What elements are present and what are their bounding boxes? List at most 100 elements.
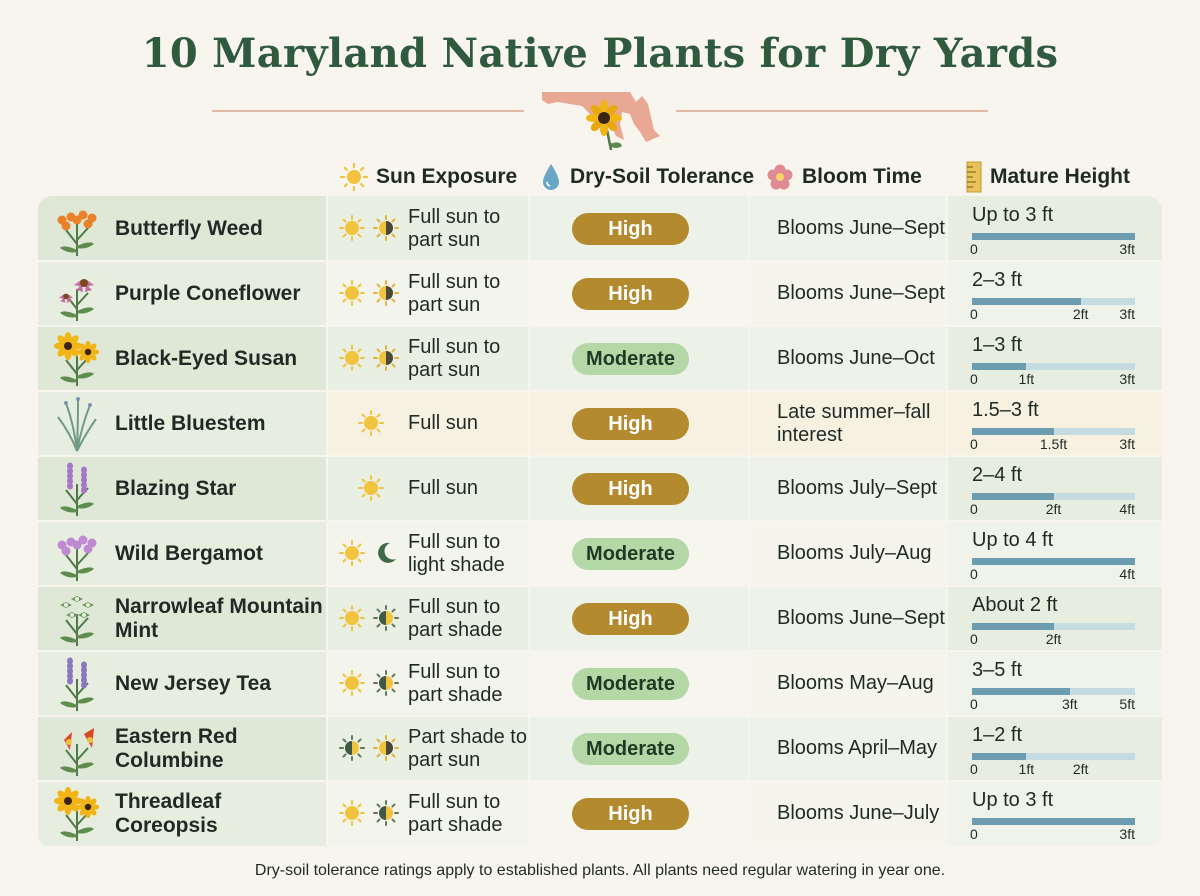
height-tick-label: 0: [970, 306, 978, 322]
dry-soil-cell: Moderate: [530, 651, 750, 716]
plant-name-cell: Black-Eyed Susan: [38, 326, 328, 391]
height-bar-track: [972, 623, 1135, 630]
full-sun-icon: [339, 605, 365, 631]
table-row: Threadleaf Coreopsis Full sun to part sh…: [38, 781, 1162, 846]
header-mature-height: Mature Height: [966, 160, 1130, 194]
plant-name: Wild Bergamot: [115, 541, 263, 565]
height-bar-fill: [972, 233, 1135, 240]
sun-exposure-icons: [338, 734, 404, 764]
height-tick-label: 1ft: [1018, 761, 1035, 777]
full-sun-icon: [339, 345, 365, 371]
dry-soil-cell: High: [530, 456, 750, 521]
plant-name-cell: Eastern Red Columbine: [38, 716, 328, 781]
sun-exposure-icons: [338, 604, 404, 634]
part-shade-icon: [373, 605, 399, 631]
bloom-time-text: Blooms April–May: [777, 737, 938, 759]
table-row: Wild Bergamot Full sun to light shade Mo…: [38, 521, 1162, 586]
sun-exposure-icons: [338, 214, 404, 244]
height-tick-label: 0: [970, 371, 978, 387]
height-tick-label: 3ft: [1119, 371, 1135, 387]
sun-exposure-text: Part shade to part sun: [408, 725, 527, 771]
part-sun-icon: [373, 280, 399, 306]
part-shade-icon: [373, 800, 399, 826]
height-tick-label: 3ft: [1119, 241, 1135, 257]
dry-tolerance-badge: High: [572, 408, 689, 440]
bloom-time-cell: Blooms June–Oct: [750, 326, 948, 391]
mature-height-cell: 1–2 ft 0 1ft 2ft: [948, 716, 1162, 781]
height-tick-label: 4ft: [1119, 566, 1135, 582]
table-row: New Jersey Tea Full sun to part shade Mo…: [38, 651, 1162, 716]
height-bar-track: [972, 233, 1135, 240]
dry-soil-cell: Moderate: [530, 326, 750, 391]
dry-tolerance-badge: High: [572, 278, 689, 310]
row-divider: [38, 585, 1162, 587]
sun-exposure-cell: Full sun: [328, 391, 530, 456]
header-sun-label: Sun Exposure: [376, 165, 518, 188]
plant-name: New Jersey Tea: [115, 671, 272, 695]
bloom-time-text: Blooms June–Oct: [777, 347, 935, 369]
mature-height-cell: 1.5–3 ft 0 1.5ft 3ft: [948, 391, 1162, 456]
height-bar-track: [972, 298, 1135, 305]
height-bar-fill: [972, 298, 1081, 305]
header-sun-exposure: Sun Exposure: [340, 160, 517, 194]
height-tick-label: 5ft: [1119, 696, 1135, 712]
table-row: Eastern Red Columbine Part shade to part…: [38, 716, 1162, 781]
height-tick-label: 0: [970, 631, 978, 647]
sun-exposure-cell: Full sun to part sun: [328, 326, 530, 391]
row-divider: [38, 390, 1162, 392]
water-drop-icon: [543, 164, 559, 190]
height-bar-track: [972, 363, 1135, 370]
height-tick-label: 0: [970, 566, 978, 582]
height-tick-label: 2ft: [1072, 761, 1089, 777]
height-bar-track: [972, 493, 1135, 500]
height-tick-label: 4ft: [1119, 501, 1135, 517]
height-tick-label: 3ft: [1119, 306, 1135, 322]
row-divider: [38, 520, 1162, 522]
row-divider: [38, 260, 1162, 262]
height-bar-fill: [972, 493, 1054, 500]
height-bar-track: [972, 753, 1135, 760]
height-tick-label: 0: [970, 436, 978, 452]
bloom-time-text: Blooms June–July: [777, 802, 940, 824]
table-row: Narrowleaf Mountain Mint Full sun to par…: [38, 586, 1162, 651]
bloom-time-text: Blooms June–Sept: [777, 607, 945, 629]
sun-exposure-cell: Full sun to light shade: [328, 521, 530, 586]
dry-tolerance-badge: Moderate: [572, 733, 689, 765]
height-tick-label: 3ft: [1119, 436, 1135, 452]
bloom-time-cell: Blooms July–Aug: [750, 521, 948, 586]
dry-soil-cell: High: [530, 586, 750, 651]
height-tick-label: 3ft: [1119, 826, 1135, 842]
height-tick-label: 0: [970, 826, 978, 842]
plant-name-cell: Little Bluestem: [38, 391, 328, 456]
sun-exposure-text: Full sun to part sun: [408, 205, 501, 251]
table-row: Little Bluestem Full sun High Late summe…: [38, 391, 1162, 456]
plant-name: Narrowleaf Mountain Mint: [115, 594, 323, 642]
row-divider: [38, 715, 1162, 717]
plant-name: Blazing Star: [115, 476, 237, 500]
plant-name-cell: Purple Coneflower: [38, 261, 328, 326]
dry-soil-cell: High: [530, 261, 750, 326]
footnote: Dry-soil tolerance ratings apply to esta…: [254, 862, 946, 879]
part-sun-icon: [373, 345, 399, 371]
header-height-label: Mature Height: [990, 165, 1131, 188]
height-tick-label: 1ft: [1018, 371, 1035, 387]
sun-exposure-icons: [338, 409, 404, 439]
height-bar-track: [972, 818, 1135, 825]
height-label: Up to 3 ft: [972, 789, 1054, 811]
mature-height-cell: 1–3 ft 0 1ft 3ft: [948, 326, 1162, 391]
plant-icon: [60, 657, 94, 711]
sun-exposure-icons: [338, 474, 404, 504]
plant-icon: [57, 535, 97, 581]
table-row: Purple Coneflower Full sun to part sun H…: [38, 261, 1162, 326]
full-sun-icon: [339, 540, 365, 566]
height-tick-label: 0: [970, 241, 978, 257]
page-title: 10 Maryland Native Plants for Dry Yards: [141, 30, 1059, 77]
part-shade-icon: [373, 670, 399, 696]
part-sun-icon: [373, 735, 399, 761]
mature-height-cell: About 2 ft 0 2ft: [948, 586, 1162, 651]
header-bloom-time: Bloom Time: [766, 160, 922, 194]
full-sun-icon: [358, 475, 384, 501]
dry-soil-cell: High: [530, 391, 750, 456]
dry-soil-cell: Moderate: [530, 716, 750, 781]
full-sun-icon: [339, 215, 365, 241]
